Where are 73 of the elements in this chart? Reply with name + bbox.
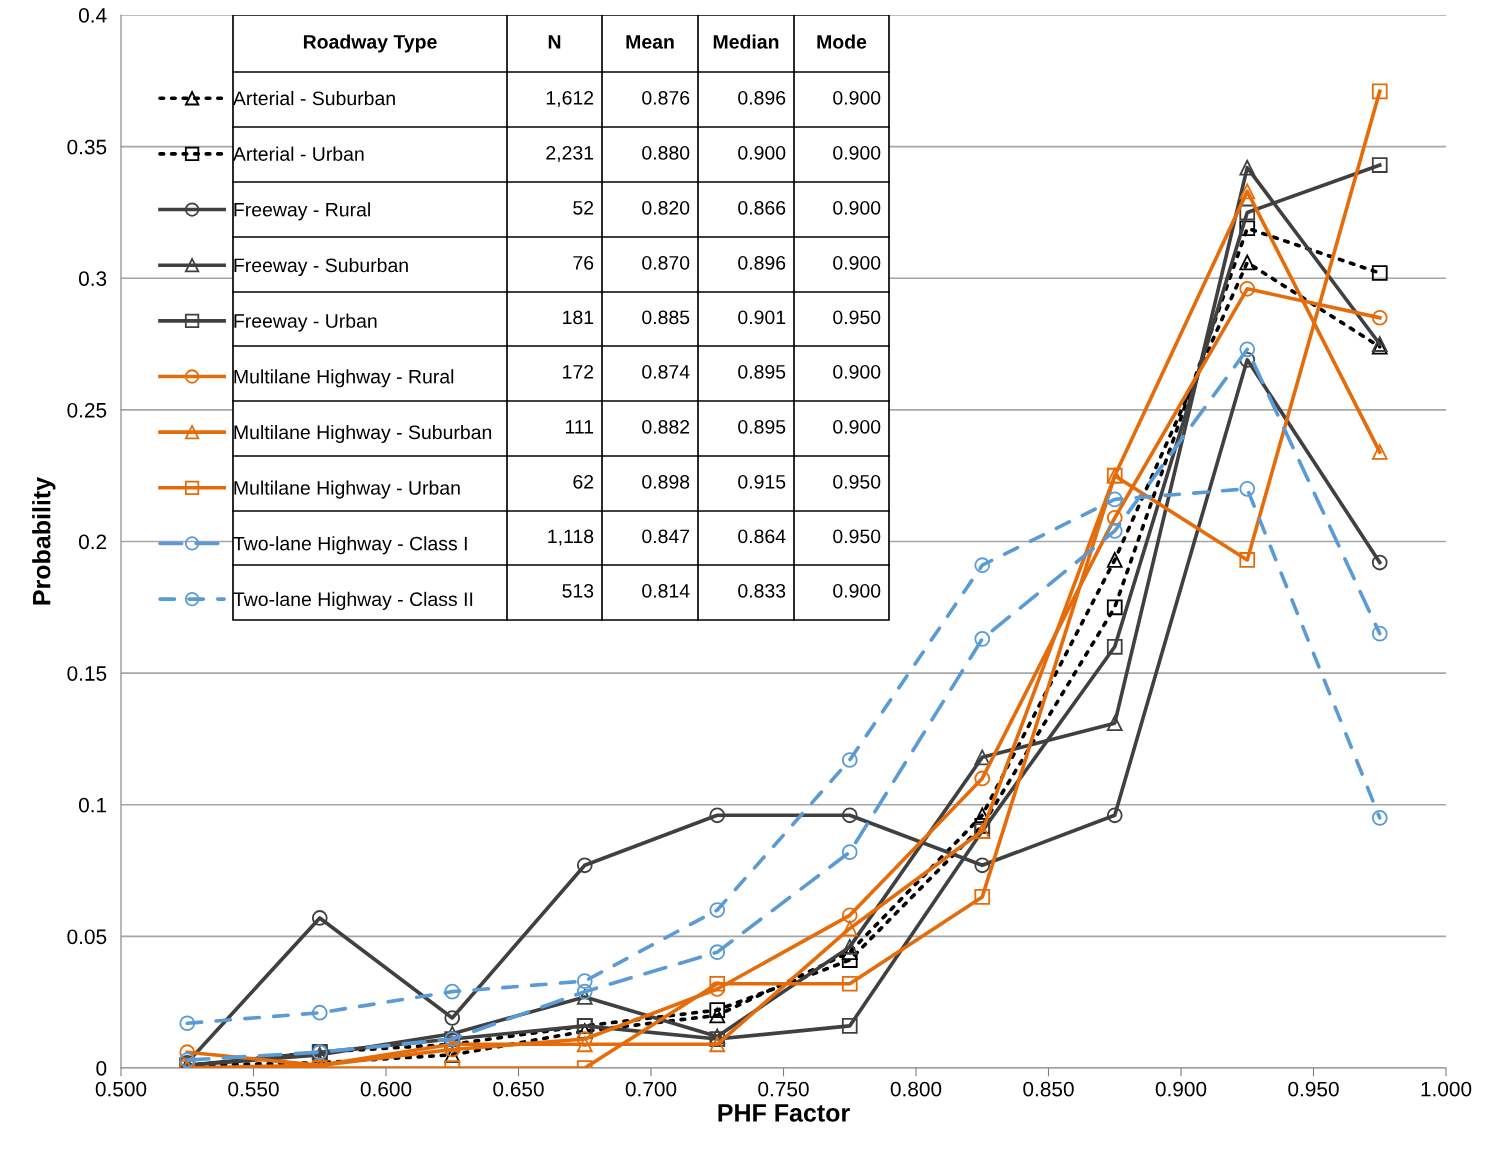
y-tick-label: 0.05 xyxy=(67,929,107,945)
annotation: 0.885 xyxy=(642,310,690,325)
annotation: 76 xyxy=(573,255,594,270)
annotation: 2,231 xyxy=(546,145,594,163)
annotation: 0.898 xyxy=(642,474,690,489)
annotation: 1,612 xyxy=(546,90,594,108)
annotation: 0.870 xyxy=(642,255,690,270)
annotation: 0.900 xyxy=(833,364,881,379)
y-axis-title: Probability xyxy=(32,477,56,605)
annotation: 0.900 xyxy=(833,419,881,434)
x-tick-label: 0.650 xyxy=(493,1081,544,1097)
x-tick-label: 1.000 xyxy=(1421,1081,1472,1097)
annotation: 111 xyxy=(565,420,594,434)
annotation: 0.896 xyxy=(738,255,786,270)
annotation: 0.833 xyxy=(738,583,786,598)
annotation: 0.950 xyxy=(833,529,881,544)
legend-label: Freeway - Urban xyxy=(234,313,377,332)
annotation: 0.900 xyxy=(833,583,881,598)
annotation: 181 xyxy=(563,310,594,325)
annotation: 0.900 xyxy=(833,145,881,160)
x-tick-label: 0.500 xyxy=(95,1081,147,1097)
annotation: 0.950 xyxy=(833,310,881,325)
y-tick-label: 0.3 xyxy=(78,271,107,286)
x-tick-label: 0.700 xyxy=(625,1081,677,1097)
annotation: 0.895 xyxy=(738,364,786,379)
annotation: 0.874 xyxy=(642,364,690,379)
annotation: 0.896 xyxy=(738,90,786,105)
annotation: 52 xyxy=(573,200,594,215)
annotation: 0.900 xyxy=(833,255,881,270)
annotation: 0.866 xyxy=(738,200,786,215)
x-tick-label: 0.550 xyxy=(228,1081,279,1097)
annotation: 0.876 xyxy=(642,90,690,105)
annotation: Mode xyxy=(817,34,867,49)
annotation: Median xyxy=(713,34,779,49)
annotation: 0.814 xyxy=(642,583,690,598)
annotation: 0.895 xyxy=(738,419,786,434)
y-tick-label: 0.4 xyxy=(78,8,107,23)
annotation: 0.900 xyxy=(833,90,881,105)
y-tick-label: 0.1 xyxy=(78,797,107,813)
y-tick-label: 0.35 xyxy=(67,139,107,155)
y-tick-label: 0.2 xyxy=(78,534,107,550)
legend-label: Freeway - Rural xyxy=(234,202,370,221)
annotation: 0.900 xyxy=(833,200,881,215)
legend-label: Multilane Highway - Urban xyxy=(234,480,460,499)
annotation: 0.864 xyxy=(738,529,786,544)
y-tick-label: 0 xyxy=(96,1061,107,1076)
x-tick-label: 0.600 xyxy=(360,1081,412,1097)
annotation: N xyxy=(548,35,561,49)
annotation: 0.915 xyxy=(738,474,786,489)
x-tick-label: 0.900 xyxy=(1155,1081,1207,1097)
legend-label: Multilane Highway - Suburban xyxy=(234,424,492,443)
annotation: 172 xyxy=(563,364,594,379)
x-axis-title: PHF Factor xyxy=(718,1104,850,1122)
x-tick-label: 0.800 xyxy=(890,1081,942,1097)
x-tick-label: 0.850 xyxy=(1023,1081,1074,1097)
annotation: 1,118 xyxy=(548,529,594,546)
annotation: 0.901 xyxy=(738,310,786,325)
annotation: 0.880 xyxy=(642,145,690,160)
annotation: 0.820 xyxy=(642,200,690,215)
annotation: 0.847 xyxy=(642,529,690,544)
y-tick-label: 0.15 xyxy=(67,666,107,681)
x-tick-label: 0.950 xyxy=(1288,1081,1339,1097)
annotation: 0.900 xyxy=(738,145,786,160)
annotation: 513 xyxy=(562,583,594,598)
annotation: 62 xyxy=(573,474,594,489)
annotation: 0.882 xyxy=(642,419,690,434)
x-tick-label: 0.750 xyxy=(758,1081,809,1097)
annotation: Roadway Type xyxy=(303,34,437,53)
annotation: 0.950 xyxy=(833,474,881,489)
legend-label: Freeway - Suburban xyxy=(234,257,408,277)
legend-label: Multilane Highway - Rural xyxy=(234,369,454,388)
annotation: Mean xyxy=(626,35,674,49)
y-tick-label: 0.25 xyxy=(67,402,107,418)
